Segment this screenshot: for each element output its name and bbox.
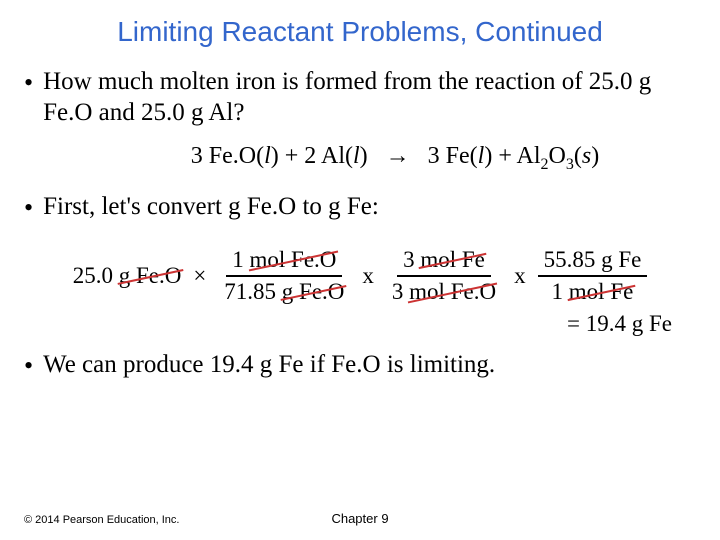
- eq-close1: ) + 2 Al(: [271, 143, 353, 169]
- frac3-den-val: 1: [552, 279, 564, 304]
- bullet-marker: •: [24, 193, 33, 223]
- eq-rhs1c: ) + Al: [484, 143, 540, 169]
- bullet-2-row: • First, let's convert g Fe.O to g Fe:: [24, 191, 696, 223]
- result-line: = 19.4 g Fe: [24, 311, 696, 337]
- eq-ital1: l: [264, 143, 271, 169]
- eq-close2: ): [360, 143, 368, 169]
- frac1-den-val: 71.85: [224, 279, 276, 304]
- bullet-3-row: • We can produce 19.4 g Fe if Fe.O is li…: [24, 349, 696, 381]
- eq-rhs2: O: [549, 143, 566, 169]
- frac1-num-unit-cancelled: mol Fe.O: [250, 247, 337, 273]
- frac2-num-val: 3: [403, 247, 415, 272]
- bullet-2-text: First, let's convert g Fe.O to g Fe:: [43, 191, 379, 222]
- bullet-marker: •: [24, 351, 33, 381]
- fraction-1: 1 mol Fe.O 71.85 g Fe.O: [218, 247, 350, 305]
- bullet-marker: •: [24, 68, 33, 98]
- frac2-num-unit-cancelled: mol Fe: [420, 247, 485, 273]
- fraction-3: 55.85 g Fe 1 mol Fe: [538, 247, 648, 305]
- frac2-den-unit-cancelled: mol Fe.O: [409, 279, 496, 305]
- eq-rhs3c: ): [591, 143, 599, 169]
- start-num: 25.0: [73, 263, 113, 288]
- start-unit-cancelled: g Fe.O: [119, 263, 182, 289]
- eq-sub2: 2: [541, 155, 549, 172]
- frac3-den-unit-cancelled: mol Fe: [569, 279, 634, 305]
- chemical-equation: 3 Fe.O(l) + 2 Al(l) → 3 Fe(l) + Al2O3(s): [94, 143, 696, 174]
- mult-1: ×: [193, 263, 206, 289]
- eq-lhs1: 3 Fe.O(: [191, 143, 264, 169]
- frac3-den: 1 mol Fe: [546, 277, 640, 305]
- copyright-text: © 2014 Pearson Education, Inc.: [24, 514, 179, 526]
- eq-arrow: →: [386, 143, 410, 169]
- bullet-1-row: • How much molten iron is formed from th…: [24, 66, 696, 129]
- bullet-1-text: How much molten iron is formed from the …: [43, 66, 696, 129]
- frac2-num: 3 mol Fe: [397, 247, 491, 277]
- bullet-3-text: We can produce 19.4 g Fe if Fe.O is limi…: [43, 349, 495, 380]
- slide-title: Limiting Reactant Problems, Continued: [24, 16, 696, 48]
- frac1-num-val: 1: [232, 247, 244, 272]
- frac2-den-val: 3: [392, 279, 404, 304]
- eq-sub3: 3: [566, 155, 574, 172]
- frac1-den-unit-cancelled: g Fe.O: [282, 279, 345, 305]
- eq-rhs3: (: [574, 143, 582, 169]
- frac3-num: 55.85 g Fe: [538, 247, 648, 277]
- dimensional-analysis: 25.0 g Fe.O × 1 mol Fe.O 71.85 g Fe.O x …: [24, 247, 696, 305]
- fraction-2: 3 mol Fe 3 mol Fe.O: [386, 247, 502, 305]
- start-value: 25.0 g Fe.O: [73, 263, 182, 289]
- frac2-den: 3 mol Fe.O: [386, 277, 502, 305]
- chapter-label: Chapter 9: [331, 511, 388, 526]
- frac1-num: 1 mol Fe.O: [226, 247, 342, 277]
- eq-ital2: l: [353, 143, 360, 169]
- eq-rhs1: 3 Fe(: [428, 143, 478, 169]
- eq-ital4: s: [582, 143, 591, 169]
- mult-2: x: [362, 263, 374, 289]
- mult-3: x: [514, 263, 526, 289]
- frac1-den: 71.85 g Fe.O: [218, 277, 350, 305]
